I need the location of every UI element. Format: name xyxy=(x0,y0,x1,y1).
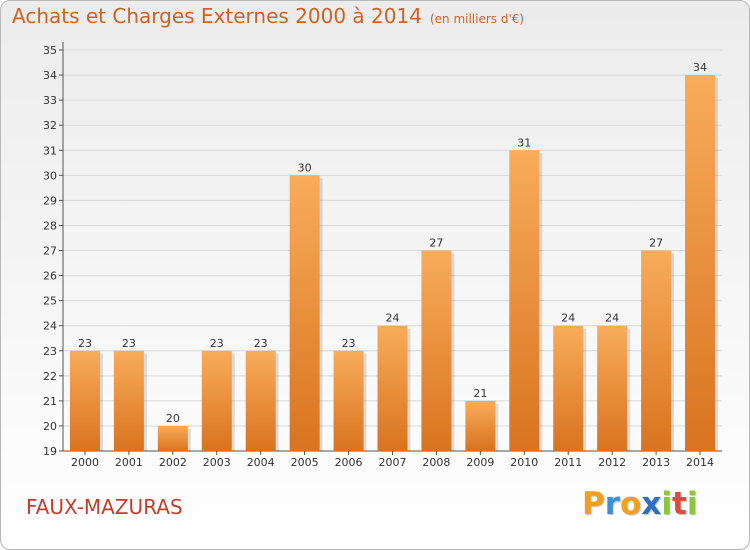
bar-2005 xyxy=(289,175,320,451)
logo-letter: t xyxy=(671,486,687,522)
logo-letter: o xyxy=(620,486,642,522)
y-tick-label: 24 xyxy=(43,320,57,333)
bar-2008 xyxy=(421,250,452,451)
bar-2011 xyxy=(553,325,584,451)
bar-2007 xyxy=(377,325,408,451)
x-tick-label: 2008 xyxy=(422,456,450,469)
y-tick-label: 23 xyxy=(43,345,57,358)
data-label: 23 xyxy=(254,337,268,350)
bar-2002 xyxy=(157,425,188,451)
y-tick-label: 35 xyxy=(43,44,57,57)
chart-title: Achats et Charges Externes 2000 à 2014 xyxy=(12,4,422,28)
x-tick-label: 2010 xyxy=(510,456,538,469)
chart-title-block: Achats et Charges Externes 2000 à 2014 (e… xyxy=(12,4,524,28)
bar-2001 xyxy=(113,350,144,451)
x-tick-label: 2004 xyxy=(247,456,275,469)
labels: 19 20 21 22 23 24 25 26 27 28 29 30 31 32 33 34 35 2000 23… xyxy=(43,44,714,469)
logo-letter: i xyxy=(686,486,698,522)
data-label: 23 xyxy=(210,337,224,350)
x-tick-label: 2003 xyxy=(203,456,231,469)
y-tick-label: 33 xyxy=(43,94,57,107)
y-tick-label: 22 xyxy=(43,370,57,383)
logo-letter: x xyxy=(641,486,662,522)
chart-subtitle: (en milliers d'€) xyxy=(429,12,525,26)
x-tick-label: 2014 xyxy=(686,456,714,469)
data-label: 31 xyxy=(517,136,531,149)
y-tick-label: 29 xyxy=(43,194,57,207)
data-label: 34 xyxy=(693,61,707,74)
bar-2012 xyxy=(597,325,628,451)
data-label: 23 xyxy=(78,337,92,350)
bar-2013 xyxy=(641,250,672,451)
bar-2010 xyxy=(509,150,540,451)
data-label: 27 xyxy=(649,237,663,250)
x-tick-label: 2009 xyxy=(466,456,494,469)
x-tick-label: 2011 xyxy=(554,456,582,469)
bar-2014 xyxy=(685,75,716,451)
y-tick-label: 30 xyxy=(43,169,57,182)
y-tick-label: 26 xyxy=(43,270,57,283)
bar-2003 xyxy=(201,350,232,451)
data-label: 24 xyxy=(561,312,575,325)
data-label: 24 xyxy=(605,312,619,325)
y-tick-label: 25 xyxy=(43,295,57,308)
x-tick-label: 2000 xyxy=(71,456,99,469)
y-tick-label: 20 xyxy=(43,420,57,433)
bars xyxy=(69,75,719,451)
data-label: 20 xyxy=(166,412,180,425)
logo-letter: P xyxy=(582,486,605,522)
y-tick-label: 34 xyxy=(43,69,57,82)
y-tick-label: 27 xyxy=(43,245,57,258)
logo-letter: r xyxy=(604,486,621,522)
data-label: 23 xyxy=(122,337,136,350)
y-tick-label: 32 xyxy=(43,119,57,132)
x-tick-label: 2002 xyxy=(159,456,187,469)
y-tick-label: 28 xyxy=(43,219,57,232)
bar-2009 xyxy=(465,400,496,451)
bar-2004 xyxy=(245,350,276,451)
y-tick-label: 19 xyxy=(43,445,57,458)
x-tick-label: 2013 xyxy=(642,456,670,469)
bar-2000 xyxy=(69,350,100,451)
logo-letter: i xyxy=(661,486,672,522)
bar-2006 xyxy=(333,350,364,451)
y-tick-label: 21 xyxy=(43,395,57,408)
data-label: 24 xyxy=(386,312,400,325)
data-label: 30 xyxy=(298,161,312,174)
x-tick-label: 2007 xyxy=(379,456,407,469)
x-tick-label: 2001 xyxy=(115,456,143,469)
data-label: 21 xyxy=(473,387,487,400)
x-tick-label: 2006 xyxy=(335,456,363,469)
proxiti-logo: Proxiti xyxy=(582,486,697,522)
data-label: 27 xyxy=(429,237,443,250)
commune-name: FAUX-MAZURAS xyxy=(26,495,183,519)
y-tick-label: 31 xyxy=(43,144,57,157)
data-label: 23 xyxy=(342,337,356,350)
x-tick-label: 2005 xyxy=(291,456,319,469)
x-tick-label: 2012 xyxy=(598,456,626,469)
